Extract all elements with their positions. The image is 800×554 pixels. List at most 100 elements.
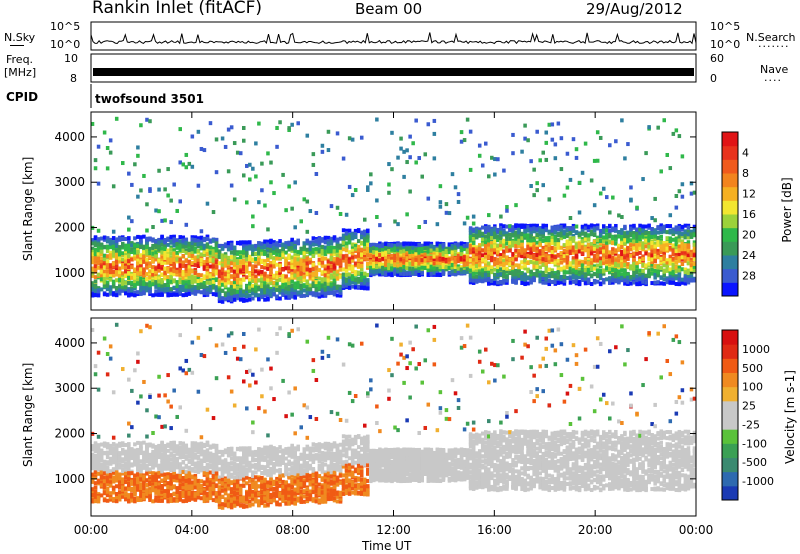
power-cell: [293, 245, 297, 250]
power-cell: [178, 275, 182, 280]
power-cell: [329, 260, 334, 265]
power-cell: [366, 264, 370, 269]
power-cell: [420, 258, 424, 263]
power-cell: [169, 279, 173, 284]
power-cell: [550, 254, 555, 259]
power-cell: [426, 241, 431, 246]
power-cell: [502, 241, 506, 246]
power-cell: [278, 249, 282, 254]
power-cell: [121, 281, 125, 286]
power-cell: [133, 272, 137, 277]
power-cell: [350, 137, 355, 142]
power-cell: [444, 253, 449, 258]
power-cell: [235, 258, 240, 263]
power-cell: [275, 281, 279, 286]
power-cell: [108, 255, 113, 260]
power-cell: [474, 260, 479, 265]
power-cell: [211, 238, 216, 243]
power-cell: [490, 244, 494, 249]
power-cell: [335, 276, 340, 281]
power-cell: [214, 285, 219, 290]
power-cell: [193, 249, 198, 254]
power-cell: [332, 235, 337, 240]
power-cell: [142, 268, 146, 273]
power-cell: [114, 278, 119, 283]
power-cell: [305, 293, 310, 298]
power-cell: [487, 250, 491, 255]
power-cell: [193, 258, 198, 263]
power-cell: [275, 270, 279, 275]
power-cell: [269, 286, 273, 291]
power-cell: [139, 276, 143, 281]
power-cell: [172, 292, 176, 297]
power-cell: [133, 236, 137, 241]
power-cell: [417, 249, 421, 254]
power-cell: [187, 289, 192, 294]
power-cell: [308, 287, 313, 292]
power-cell: [220, 246, 225, 251]
power-cell: [163, 246, 167, 251]
power-cell: [293, 285, 297, 290]
power-cell: [317, 241, 322, 246]
power-cell: [175, 288, 179, 293]
power-cell: [226, 260, 231, 265]
power-cell: [502, 230, 506, 235]
power-cell: [133, 279, 137, 284]
power-cell: [471, 247, 476, 252]
power-cell: [547, 259, 552, 264]
power-cell: [272, 280, 276, 285]
power-cell: [169, 198, 173, 203]
power-cell: [245, 245, 249, 250]
power-cell: [359, 259, 364, 264]
power-cell: [356, 228, 361, 233]
power-cell: [375, 252, 379, 257]
power-cell: [178, 272, 182, 277]
power-cell: [341, 236, 346, 241]
power-cell: [214, 251, 219, 256]
power-cell: [287, 294, 291, 299]
power-cell: [127, 271, 131, 276]
power-cell: [181, 276, 186, 281]
power-cell: [456, 242, 461, 247]
power-cell: [130, 243, 134, 248]
power-cell: [438, 262, 443, 267]
power-cell: [544, 244, 549, 249]
power-cell: [535, 260, 539, 265]
power-cell: [359, 252, 364, 257]
power-cell: [499, 257, 503, 262]
power-cell: [317, 237, 322, 242]
power-cell: [396, 269, 400, 274]
power-cell: [157, 240, 161, 245]
power-cell: [335, 260, 340, 265]
power-cell: [160, 240, 164, 245]
power-cell: [505, 233, 509, 238]
power-cell: [305, 199, 310, 204]
power-cell: [384, 252, 388, 257]
power-cell: [263, 203, 267, 208]
power-cell: [275, 248, 279, 253]
power-cell: [526, 238, 530, 243]
power-cell: [556, 280, 561, 285]
power-cell: [314, 280, 319, 285]
power-cell: [232, 255, 237, 260]
power-cell: [517, 228, 521, 233]
power-cell: [332, 256, 337, 261]
power-cell: [372, 250, 376, 255]
power-cell: [136, 271, 140, 276]
power-cell: [541, 228, 545, 233]
power-cell: [462, 258, 467, 263]
power-cell: [544, 277, 549, 282]
power-cell: [305, 250, 310, 255]
power-cell: [508, 227, 512, 232]
power-cell: [477, 265, 482, 270]
power-cell: [202, 245, 207, 250]
power-cell: [102, 265, 107, 270]
power-cell: [260, 161, 264, 166]
power-cell: [402, 269, 406, 274]
power-cell: [474, 268, 479, 273]
power-cell: [111, 229, 116, 234]
power-cell: [414, 241, 418, 246]
power-cell: [402, 253, 406, 258]
power-cell: [417, 258, 421, 263]
power-cell: [187, 265, 192, 270]
